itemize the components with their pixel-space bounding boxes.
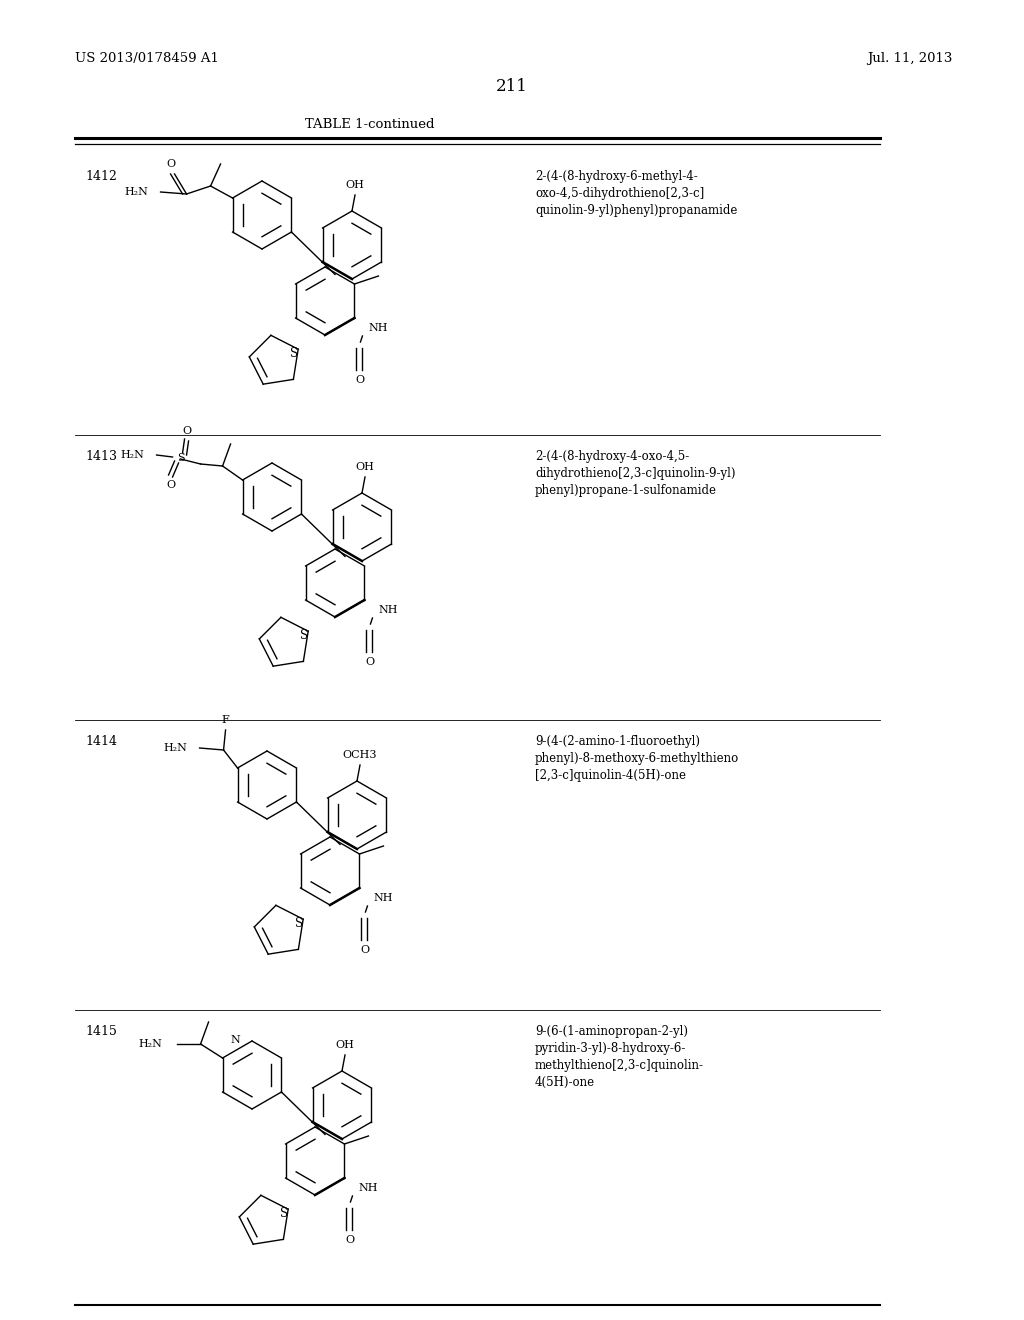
Text: N: N <box>230 1035 240 1044</box>
Text: OCH3: OCH3 <box>343 750 377 760</box>
Text: OH: OH <box>336 1040 354 1049</box>
Text: H₂N: H₂N <box>121 450 144 459</box>
Text: F: F <box>221 715 229 725</box>
Text: 1415: 1415 <box>85 1026 117 1038</box>
Text: NH: NH <box>369 323 388 333</box>
Text: O: O <box>365 657 374 667</box>
Text: H₂N: H₂N <box>125 187 148 197</box>
Text: S: S <box>295 916 303 929</box>
Text: S: S <box>177 453 184 463</box>
Text: US 2013/0178459 A1: US 2013/0178459 A1 <box>75 51 219 65</box>
Text: 9-(4-(2-amino-1-fluoroethyl)
phenyl)-8-methoxy-6-methylthieno
[2,3-c]quinolin-4(: 9-(4-(2-amino-1-fluoroethyl) phenyl)-8-m… <box>535 735 739 781</box>
Text: 9-(6-(1-aminopropan-2-yl)
pyridin-3-yl)-8-hydroxy-6-
methylthieno[2,3-c]quinolin: 9-(6-(1-aminopropan-2-yl) pyridin-3-yl)-… <box>535 1026 705 1089</box>
Text: 1412: 1412 <box>85 170 117 183</box>
Text: NH: NH <box>374 894 393 903</box>
Text: 2-(4-(8-hydroxy-4-oxo-4,5-
dihydrothieno[2,3-c]quinolin-9-yl)
phenyl)propane-1-s: 2-(4-(8-hydroxy-4-oxo-4,5- dihydrothieno… <box>535 450 735 498</box>
Text: S: S <box>281 1206 288 1220</box>
Text: O: O <box>355 375 364 385</box>
Text: 1413: 1413 <box>85 450 117 463</box>
Text: TABLE 1-continued: TABLE 1-continued <box>305 117 435 131</box>
Text: S: S <box>290 347 298 359</box>
Text: 1414: 1414 <box>85 735 117 748</box>
Text: OH: OH <box>345 180 365 190</box>
Text: 211: 211 <box>496 78 528 95</box>
Text: NH: NH <box>358 1183 378 1193</box>
Text: NH: NH <box>379 605 398 615</box>
Text: Jul. 11, 2013: Jul. 11, 2013 <box>866 51 952 65</box>
Text: S: S <box>300 628 308 642</box>
Text: O: O <box>345 1236 354 1245</box>
Text: H₂N: H₂N <box>164 743 187 752</box>
Text: O: O <box>166 480 175 490</box>
Text: O: O <box>359 945 369 954</box>
Text: O: O <box>182 426 191 436</box>
Text: O: O <box>166 158 175 169</box>
Text: OH: OH <box>355 462 375 473</box>
Text: H₂N: H₂N <box>138 1039 163 1049</box>
Text: 2-(4-(8-hydroxy-6-methyl-4-
oxo-4,5-dihydrothieno[2,3-c]
quinolin-9-yl)phenyl)pr: 2-(4-(8-hydroxy-6-methyl-4- oxo-4,5-dihy… <box>535 170 737 216</box>
